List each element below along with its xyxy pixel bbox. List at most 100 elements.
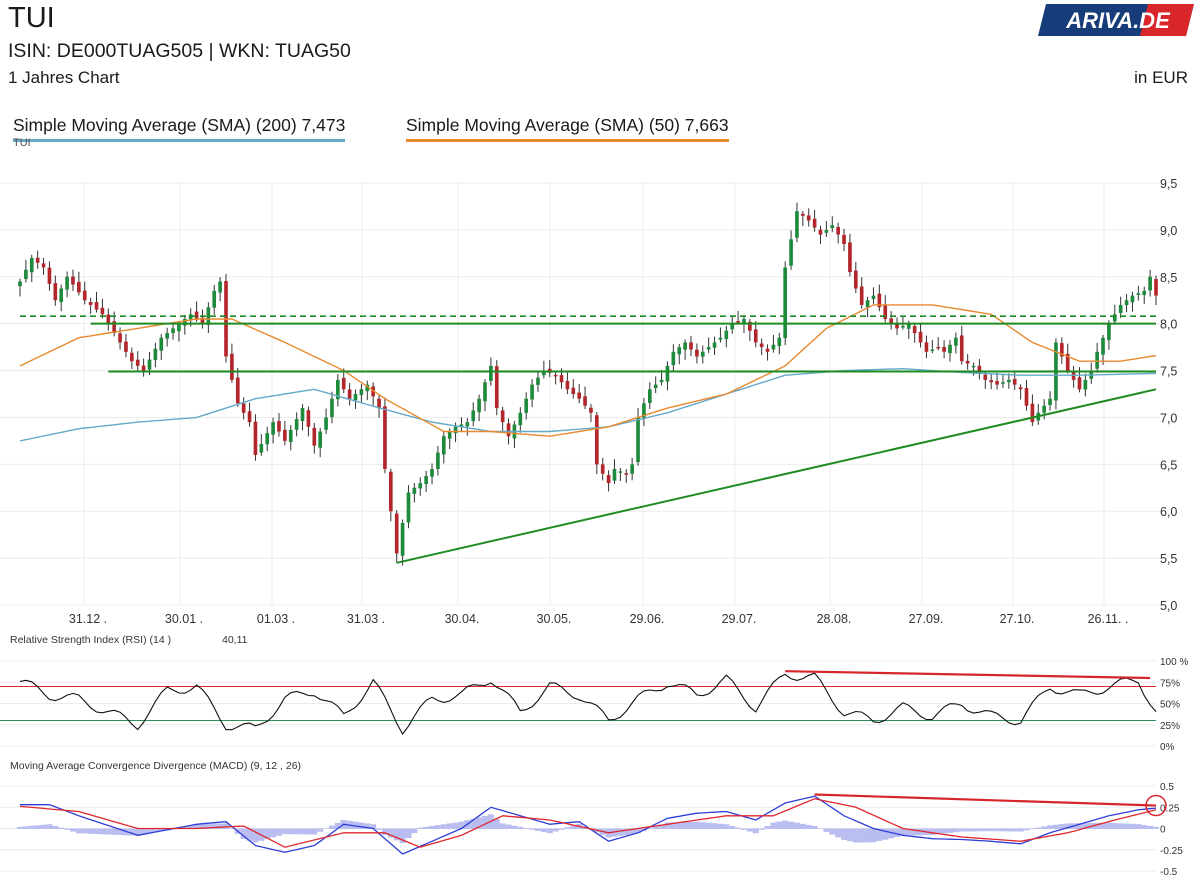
candle-body	[918, 331, 923, 343]
candle-body	[294, 419, 299, 430]
candle-body	[65, 276, 69, 290]
macd-line	[20, 795, 1157, 855]
macd-histogram-bar	[935, 828, 942, 835]
macd-histogram-bar	[1111, 823, 1118, 829]
macd-histogram-bar	[864, 828, 871, 843]
candle-body	[283, 429, 287, 441]
macd-tick-label: -0.25	[1160, 846, 1183, 857]
macd-histogram-bar	[870, 828, 877, 843]
candle-body	[801, 213, 805, 216]
candle-body	[647, 389, 652, 403]
macd-histogram-bar	[846, 828, 853, 842]
candle-body	[465, 422, 470, 427]
candle-body	[1107, 323, 1111, 341]
date-tick-label: 26.11. .	[1088, 612, 1129, 626]
candle-body	[300, 408, 305, 422]
candle-body	[177, 323, 181, 332]
candle-body	[795, 211, 799, 238]
candle-body	[577, 392, 581, 399]
candle-body	[730, 323, 735, 330]
macd-histogram-bar	[1141, 825, 1148, 829]
candle-body	[912, 326, 917, 334]
candle-body	[589, 407, 593, 413]
ariva-logo[interactable]: ARIVA.DE	[1036, 3, 1196, 37]
candle-body	[959, 335, 964, 362]
candle-body	[24, 269, 28, 280]
macd-histogram-bar	[776, 821, 783, 829]
candle-body	[336, 379, 340, 400]
candle-body	[524, 398, 529, 413]
candle-body	[518, 412, 523, 426]
macd-histogram-bar	[835, 828, 842, 838]
sma50-line	[19, 304, 1157, 437]
macd-histogram-bar	[852, 828, 859, 843]
candle-body	[536, 377, 540, 385]
macd-histogram-bar	[658, 824, 665, 829]
candle-body	[595, 415, 599, 465]
candle-body	[642, 403, 646, 419]
rsi-tick-label: 75%	[1160, 678, 1180, 689]
price-tick-label: 9,0	[1160, 224, 1177, 238]
legend-sma200[interactable]: Simple Moving Average (SMA) (200) 7,473	[13, 115, 346, 142]
price-tick-label: 6,5	[1160, 458, 1177, 472]
candle-body	[477, 398, 481, 413]
macd-histogram-bar	[752, 828, 759, 834]
candle-body	[412, 487, 417, 494]
macd-histogram-bar	[1035, 827, 1042, 829]
candle-body	[530, 384, 534, 400]
macd-histogram-bar	[364, 823, 371, 829]
macd-histogram-bar	[723, 824, 730, 829]
candle-body	[901, 326, 905, 328]
macd-histogram-bar	[817, 828, 824, 830]
candle-body	[265, 433, 270, 445]
candle-body	[130, 352, 134, 362]
macd-histogram-bar	[493, 818, 500, 829]
rsi-tick-label: 25%	[1160, 721, 1180, 732]
macd-histogram-bar	[264, 828, 271, 840]
date-tick-label: 30.05.	[537, 612, 572, 626]
macd-histogram-bar	[146, 828, 153, 834]
macd-histogram-bar	[958, 828, 965, 832]
macd-histogram-bar	[917, 828, 924, 836]
macd-histogram-bar	[611, 828, 618, 837]
macd-histogram-bar	[275, 828, 282, 836]
macd-histogram-bar	[782, 820, 789, 829]
candle-body	[553, 374, 558, 377]
macd-chart: Moving Average Convergence Divergence (M…	[10, 760, 1183, 878]
candle-body	[88, 302, 93, 305]
candle-body	[182, 318, 187, 326]
candle-body	[100, 307, 105, 315]
macd-histogram-bar	[446, 823, 453, 829]
rsi-divergence-line	[785, 670, 1151, 680]
macd-histogram-bar	[28, 825, 35, 829]
candle-body	[995, 381, 999, 385]
candle-body	[971, 365, 976, 368]
date-tick-label: 30.01 .	[165, 612, 203, 626]
macd-histogram-bar	[240, 828, 247, 840]
logo-text: ARIVA.DE	[1065, 8, 1171, 33]
candle-body	[706, 347, 711, 350]
macd-tick-label: 0	[1160, 825, 1166, 836]
macd-histogram-bar	[1052, 824, 1059, 829]
macd-histogram-bar	[46, 824, 53, 829]
candle-body	[500, 410, 505, 423]
chart-period: 1 Jahres Chart	[8, 68, 120, 87]
candle-body	[330, 398, 334, 418]
candle-body	[1154, 279, 1158, 296]
candle-body	[718, 337, 723, 340]
macd-histogram-bar	[629, 828, 636, 835]
candle-body	[883, 304, 888, 319]
legend-sma50[interactable]: Simple Moving Average (SMA) (50) 7,663	[406, 115, 729, 142]
candle-body	[206, 307, 211, 325]
macd-histogram-bar	[152, 828, 159, 833]
macd-histogram-bar	[376, 828, 383, 830]
candle-body	[53, 283, 58, 301]
macd-histogram-bar	[470, 818, 477, 829]
macd-histogram-bar	[770, 822, 777, 829]
macd-histogram-bar	[317, 828, 324, 832]
rsi-line	[19, 672, 1157, 736]
macd-divergence-line	[814, 793, 1157, 807]
candle-body	[383, 406, 387, 470]
candle-body	[612, 469, 617, 481]
